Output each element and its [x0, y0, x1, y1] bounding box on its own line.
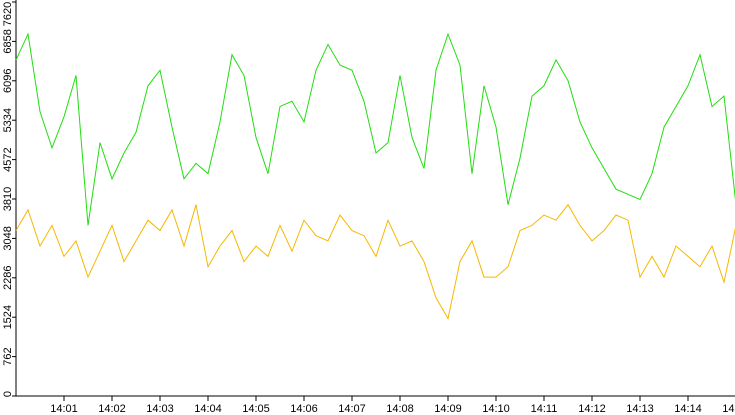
x-tick-label: 14:13 [626, 403, 654, 415]
x-tick-label: 14:14 [674, 403, 702, 415]
x-tick-label: 14:02 [98, 403, 126, 415]
x-tick-label: 14:15 [722, 403, 735, 415]
y-tick-label: 7620 [2, 2, 14, 26]
x-tick-label: 14:01 [50, 403, 78, 415]
x-tick-label: 14:12 [578, 403, 606, 415]
series-line [15, 32, 735, 226]
y-tick-label: 4572 [2, 147, 14, 171]
y-tick-label: 6096 [2, 69, 14, 93]
x-tick-label: 14:09 [434, 403, 462, 415]
y-tick-label: 762 [2, 347, 14, 365]
y-tick-label: 1524 [2, 305, 14, 329]
y-tick-label: 6858 [2, 29, 14, 53]
x-tick-label: 14:06 [290, 403, 318, 415]
y-tick-label: 3810 [2, 187, 14, 211]
x-tick-label: 14:07 [338, 403, 366, 415]
x-tick-label: 14:05 [242, 403, 270, 415]
y-tick-label: 3048 [2, 226, 14, 250]
y-tick-label: 2286 [2, 266, 14, 290]
y-tick-label: 5334 [2, 108, 14, 132]
series-line [15, 203, 735, 320]
y-tick-label: 0 [2, 391, 14, 397]
x-tick-label: 14:03 [146, 403, 174, 415]
x-tick-label: 14:04 [194, 403, 222, 415]
x-tick-label: 14:08 [386, 403, 414, 415]
x-tick-label: 14:11 [531, 403, 558, 415]
x-tick-label: 14:10 [482, 403, 510, 415]
